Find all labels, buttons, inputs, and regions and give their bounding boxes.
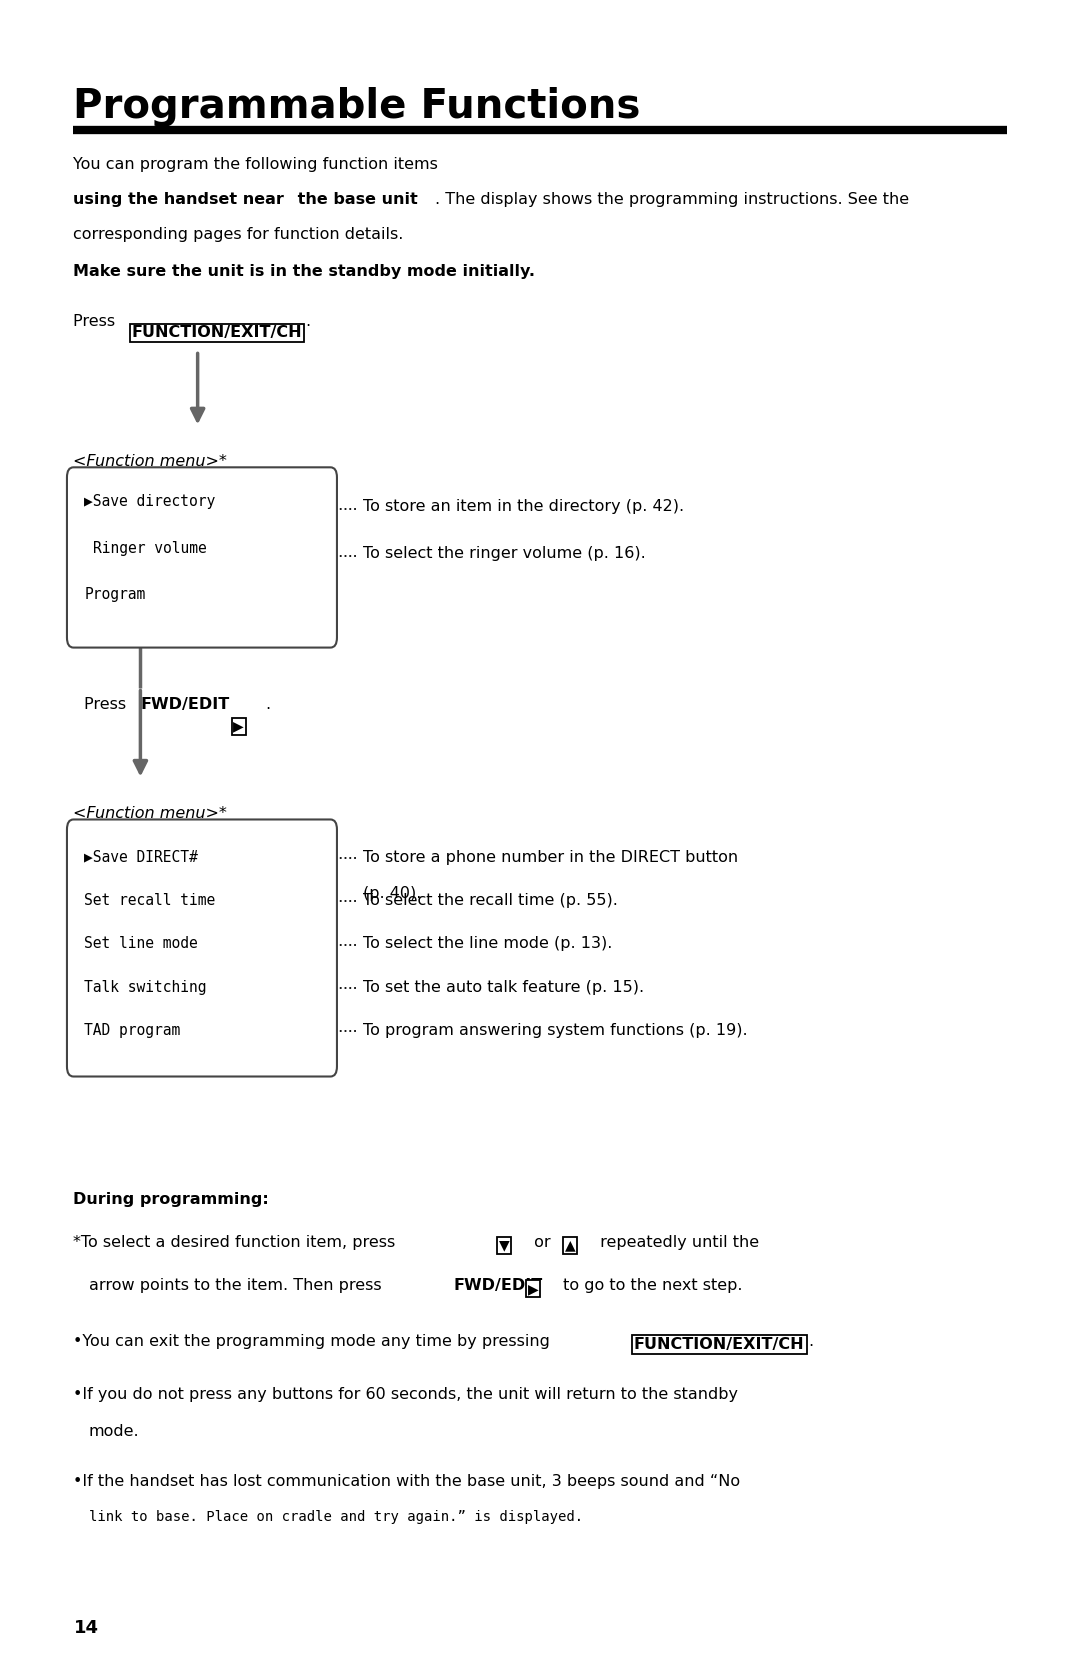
Text: Talk switching: Talk switching (84, 980, 206, 995)
Text: Program: Program (84, 587, 146, 603)
Text: or: or (529, 1235, 556, 1250)
Text: the base unit: the base unit (292, 192, 417, 207)
Text: .: . (266, 698, 271, 711)
Text: *To select a desired function item, press: *To select a desired function item, pres… (73, 1235, 401, 1250)
Text: 14: 14 (73, 1619, 98, 1637)
Text: You can program the following function items: You can program the following function i… (73, 157, 444, 172)
Text: <Function menu>*: <Function menu>* (73, 454, 227, 469)
Text: corresponding pages for function details.: corresponding pages for function details… (73, 227, 404, 242)
Text: ▶Save DIRECT#: ▶Save DIRECT# (84, 850, 198, 865)
Text: •If you do not press any buttons for 60 seconds, the unit will return to the sta: •If you do not press any buttons for 60 … (73, 1387, 739, 1402)
Text: arrow points to the item. Then press: arrow points to the item. Then press (89, 1278, 387, 1293)
Text: ▶Save directory: ▶Save directory (84, 494, 216, 509)
Text: FUNCTION/EXIT/CH: FUNCTION/EXIT/CH (634, 1337, 805, 1352)
Text: . The display shows the programming instructions. See the: . The display shows the programming inst… (435, 192, 909, 207)
FancyBboxPatch shape (67, 467, 337, 648)
Text: ▲: ▲ (565, 1238, 576, 1252)
Text: Press: Press (84, 698, 132, 711)
Text: Set line mode: Set line mode (84, 936, 198, 951)
Text: ▼: ▼ (499, 1238, 510, 1252)
Text: FWD/EDIT: FWD/EDIT (140, 698, 230, 711)
Text: <Function menu>*: <Function menu>* (73, 806, 227, 821)
Text: To set the auto talk feature (p. 15).: To set the auto talk feature (p. 15). (363, 980, 644, 995)
Text: To store a phone number in the DIRECT button: To store a phone number in the DIRECT bu… (363, 850, 738, 865)
Text: •If the handset has lost communication with the base unit, 3 beeps sound and “No: •If the handset has lost communication w… (73, 1474, 741, 1489)
Text: ▶: ▶ (528, 1282, 539, 1295)
Text: (p. 40).: (p. 40). (363, 886, 421, 901)
Text: •You can exit the programming mode any time by pressing: •You can exit the programming mode any t… (73, 1334, 555, 1349)
Text: To store an item in the directory (p. 42).: To store an item in the directory (p. 42… (363, 499, 684, 514)
Text: Set recall time: Set recall time (84, 893, 216, 908)
Text: To select the line mode (p. 13).: To select the line mode (p. 13). (363, 936, 612, 951)
Text: mode.: mode. (89, 1424, 139, 1439)
Text: FUNCTION/EXIT/CH: FUNCTION/EXIT/CH (132, 325, 302, 340)
Text: Ringer volume: Ringer volume (93, 541, 206, 556)
Text: TAD program: TAD program (84, 1023, 180, 1038)
Text: Make sure the unit is in the standby mode initially.: Make sure the unit is in the standby mod… (73, 264, 536, 279)
Text: .: . (808, 1334, 813, 1349)
Text: repeatedly until the: repeatedly until the (595, 1235, 759, 1250)
Text: To select the ringer volume (p. 16).: To select the ringer volume (p. 16). (363, 546, 646, 561)
Text: link to base. Place on cradle and try again.” is displayed.: link to base. Place on cradle and try ag… (89, 1510, 583, 1524)
Text: FWD/EDIT: FWD/EDIT (454, 1278, 543, 1293)
Text: To program answering system functions (p. 19).: To program answering system functions (p… (363, 1023, 747, 1038)
Text: Press: Press (73, 314, 121, 329)
Text: To select the recall time (p. 55).: To select the recall time (p. 55). (363, 893, 618, 908)
Text: using the handset near: using the handset near (73, 192, 284, 207)
FancyBboxPatch shape (67, 819, 337, 1077)
Text: Programmable Functions: Programmable Functions (73, 87, 640, 127)
Text: to go to the next step.: to go to the next step. (558, 1278, 743, 1293)
Text: During programming:: During programming: (73, 1192, 269, 1207)
Text: ▶: ▶ (233, 719, 244, 733)
Text: .: . (306, 314, 311, 329)
